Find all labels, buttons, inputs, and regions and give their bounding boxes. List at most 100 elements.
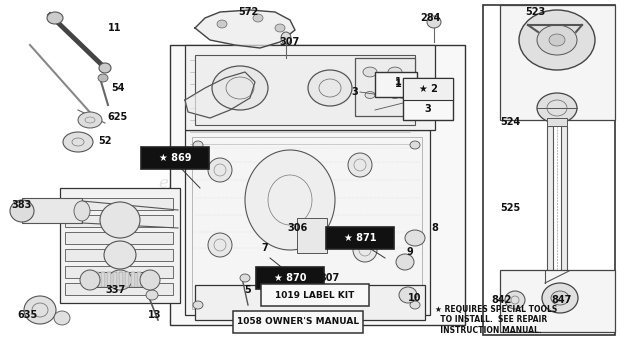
Text: 625: 625: [107, 112, 127, 122]
Bar: [125, 272, 129, 287]
Bar: [500, 270, 615, 332]
Bar: [65, 266, 173, 278]
Ellipse shape: [410, 141, 420, 149]
Ellipse shape: [390, 91, 400, 98]
Bar: [326, 227, 394, 249]
Text: 572: 572: [238, 7, 258, 17]
Ellipse shape: [99, 63, 111, 73]
Ellipse shape: [388, 67, 402, 77]
Bar: [22, 198, 82, 223]
Bar: [403, 78, 453, 120]
Ellipse shape: [78, 112, 102, 128]
Text: 1: 1: [394, 79, 401, 89]
Bar: [355, 58, 415, 116]
Bar: [137, 272, 141, 287]
Bar: [297, 218, 327, 253]
Ellipse shape: [74, 201, 90, 221]
Bar: [60, 188, 180, 303]
Text: 5: 5: [245, 285, 251, 295]
Bar: [141, 147, 209, 169]
Ellipse shape: [208, 233, 232, 257]
Bar: [143, 272, 147, 287]
Text: 3: 3: [352, 87, 358, 97]
Ellipse shape: [146, 290, 158, 300]
Ellipse shape: [348, 153, 372, 177]
Bar: [195, 55, 415, 125]
Ellipse shape: [405, 230, 425, 246]
Text: 307: 307: [320, 273, 340, 283]
Text: 306: 306: [288, 223, 308, 233]
Bar: [375, 72, 417, 97]
Text: 284: 284: [420, 13, 440, 23]
Bar: [119, 272, 123, 287]
Bar: [547, 118, 567, 126]
Bar: [561, 126, 567, 271]
Bar: [107, 272, 111, 287]
Ellipse shape: [549, 34, 565, 46]
Text: 9: 9: [407, 247, 414, 257]
Text: eReplacementParts.com: eReplacementParts.com: [159, 175, 362, 192]
Bar: [113, 272, 117, 287]
Text: 8: 8: [432, 223, 438, 233]
Ellipse shape: [208, 158, 232, 182]
Ellipse shape: [193, 141, 203, 149]
Text: 1058 OWNER'S MANUAL: 1058 OWNER'S MANUAL: [237, 317, 359, 327]
Text: 383: 383: [12, 200, 32, 210]
Ellipse shape: [98, 74, 108, 82]
Text: 337: 337: [105, 285, 125, 295]
Ellipse shape: [519, 10, 595, 70]
Polygon shape: [185, 72, 255, 118]
Ellipse shape: [140, 270, 160, 290]
Text: 10: 10: [408, 293, 422, 303]
Text: ★ 2: ★ 2: [418, 84, 438, 94]
Text: 11: 11: [108, 23, 122, 33]
Ellipse shape: [193, 301, 203, 309]
Text: 842: 842: [492, 295, 512, 305]
Bar: [101, 272, 105, 287]
Bar: [500, 5, 615, 120]
Bar: [65, 215, 173, 227]
Polygon shape: [195, 10, 295, 48]
Bar: [195, 285, 425, 320]
Ellipse shape: [100, 202, 140, 238]
Ellipse shape: [427, 16, 441, 28]
Text: 525: 525: [500, 203, 520, 213]
Bar: [233, 311, 363, 333]
Bar: [261, 284, 369, 306]
Ellipse shape: [363, 67, 377, 77]
Ellipse shape: [410, 301, 420, 309]
Ellipse shape: [505, 291, 525, 309]
Bar: [483, 5, 615, 335]
Ellipse shape: [240, 274, 250, 282]
Ellipse shape: [54, 311, 70, 325]
Ellipse shape: [365, 91, 375, 98]
Ellipse shape: [281, 32, 291, 44]
Ellipse shape: [399, 287, 417, 303]
Text: 54: 54: [111, 83, 125, 93]
Text: 3: 3: [425, 104, 432, 114]
Text: ★ 871: ★ 871: [343, 233, 376, 243]
Text: 52: 52: [98, 136, 112, 146]
Text: 1: 1: [394, 77, 401, 87]
Bar: [185, 45, 435, 130]
Ellipse shape: [537, 93, 577, 123]
Ellipse shape: [353, 238, 377, 262]
Bar: [256, 267, 324, 289]
Bar: [192, 137, 422, 309]
Ellipse shape: [24, 296, 56, 324]
Ellipse shape: [108, 270, 132, 290]
Ellipse shape: [80, 270, 100, 290]
Text: ★ 869: ★ 869: [159, 153, 191, 163]
Bar: [65, 249, 173, 261]
Text: 523: 523: [525, 7, 545, 17]
Bar: [65, 232, 173, 244]
Bar: [65, 283, 173, 295]
Text: 7: 7: [262, 243, 268, 253]
Text: 9A: 9A: [191, 153, 205, 163]
Bar: [185, 130, 430, 315]
Text: 635: 635: [18, 310, 38, 320]
Ellipse shape: [537, 25, 577, 55]
Bar: [403, 78, 453, 100]
Ellipse shape: [212, 66, 268, 110]
Ellipse shape: [63, 132, 93, 152]
